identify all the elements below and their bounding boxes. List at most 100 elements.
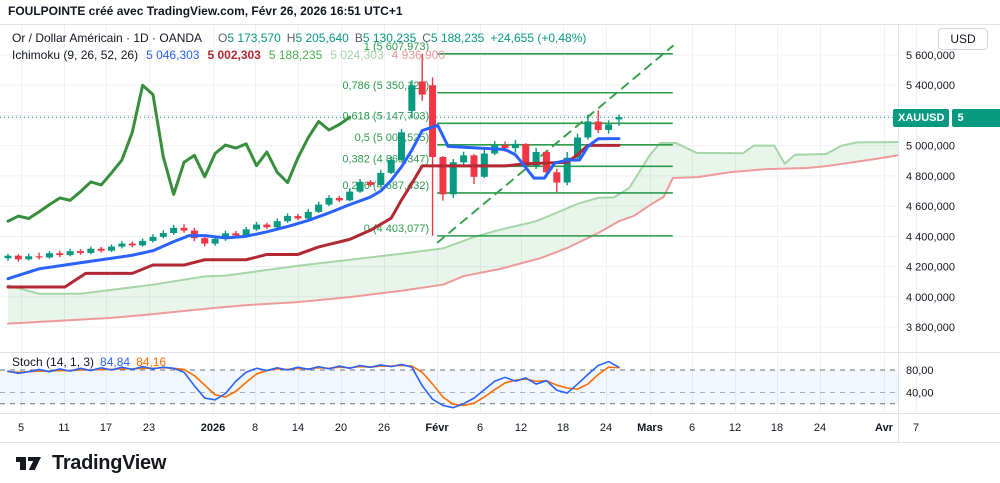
candle-body [25, 256, 33, 260]
fib-level-label: 0,5 (5 005,525) [355, 132, 430, 144]
price-axis-label: 3 800,000 [906, 322, 955, 334]
price-axis-label: 4 000,000 [906, 292, 955, 304]
candle-body [76, 251, 84, 253]
time-axis[interactable]: 5 11 17 23 2026 8 14 20 26 Févr 6 12 18 24 Mars 6 12 18 24… [0, 413, 919, 442]
price-axis-label: 4 800,000 [906, 171, 955, 183]
last-price-value: 5 188,235 [952, 109, 1000, 142]
candle-body [315, 204, 323, 212]
low-value: 5 130,235 [362, 31, 417, 45]
time-axis-label: 6 [689, 422, 695, 434]
candle-body [605, 124, 613, 130]
candle-body [397, 132, 405, 161]
close-value: 5 188,235 [430, 31, 485, 45]
candle-body [532, 152, 540, 166]
time-axis-label: 5 [18, 422, 24, 434]
candle-body [45, 253, 53, 258]
price-axis-label: 4 600,000 [906, 201, 955, 213]
time-axis-label: 26 [378, 422, 390, 434]
stoch-label: Stoch (14, 1, 3) [12, 355, 95, 369]
time-axis-label: 7 [913, 422, 919, 434]
time-axis-label: 17 [100, 422, 112, 434]
candle-body [128, 243, 136, 246]
fib-level-label: 0,786 (5 350,125) [342, 80, 429, 92]
candle-body [356, 181, 364, 192]
time-axis-label: 18 [771, 422, 783, 434]
trend-line[interactable] [436, 44, 674, 244]
high-label: H [286, 31, 296, 45]
time-axis-label: 18 [557, 422, 569, 434]
tradingview-brand[interactable]: TradingView [52, 451, 167, 474]
price-axis-label: 5 000,000 [906, 141, 955, 153]
candle-body [253, 224, 261, 230]
candle-body [273, 221, 281, 228]
price-axis-label: 5 600,000 [906, 50, 955, 62]
candle-body [97, 248, 105, 251]
candle-body [139, 240, 147, 246]
senkou-b-value: 4 936,900 [391, 48, 446, 62]
candle-body [615, 117, 623, 120]
fib-level-label: 0,382 (4 863,347) [342, 153, 429, 165]
time-axis-label: 24 [600, 422, 612, 434]
candle-body [387, 160, 395, 173]
candle-body [201, 238, 209, 244]
senkou-a-value: 5 024,303 [330, 48, 384, 62]
last-price-badge: XAUUSD 5 188,235 [893, 109, 1000, 142]
candle-body [242, 229, 250, 236]
candle-body [429, 85, 437, 157]
candle-body [284, 216, 292, 222]
candle-body [574, 137, 582, 158]
price-chart-canvas[interactable]: 1 (5 607,973) 0,786 (5 350,125) 0,618 (5 1… [0, 25, 1000, 444]
candle-body [335, 197, 343, 201]
tenkan-sen-line [6, 123, 621, 281]
attribution-text: FOULPOINTE créé avec TradingView.com, Fé… [8, 4, 403, 18]
candle-body [180, 227, 188, 231]
pane-separators [0, 25, 1000, 443]
price-axis[interactable]: 5 600,000 5 400,000 5 000,000 4 800,000 4 60… [898, 25, 1000, 413]
ichimoku-cloud [7, 140, 900, 325]
candle-body [170, 227, 178, 234]
currency-usd-button[interactable]: USD [938, 28, 988, 50]
fib-level-label: 1 (5 607,973) [364, 41, 429, 53]
close-label: C [422, 31, 431, 45]
candle-body [118, 243, 126, 247]
candle-body [211, 238, 219, 244]
candle-body [408, 85, 416, 111]
price-axis-label: 5 400,000 [906, 80, 955, 92]
symbol-legend-row[interactable]: Or / Dollar Américain · 1D · OANDA O5 173… [12, 30, 586, 47]
candle-body [149, 236, 157, 241]
candle-body [563, 157, 571, 183]
time-axis-label: 24 [814, 422, 826, 434]
fib-level-label: 0,618 (5 147,703) [342, 110, 429, 122]
candle-body [87, 248, 95, 253]
candle-body [66, 251, 74, 256]
candle-body [522, 143, 530, 166]
tradingview-logo-icon[interactable] [14, 451, 44, 475]
price-axis-label: 4 200,000 [906, 262, 955, 274]
candle-body [439, 157, 447, 195]
tenkan-value: 5 046,303 [146, 48, 200, 62]
symbol-tag: XAUUSD [893, 109, 950, 127]
candle-body [346, 191, 354, 201]
candle-body [460, 155, 468, 163]
stoch-k-value: 84,84 [100, 355, 131, 369]
change-value: +24,655 (+0,48%) [490, 31, 587, 45]
footer: TradingView [0, 443, 1000, 483]
candle-body [304, 211, 312, 219]
chikou-span-line [6, 83, 352, 223]
candle-body [108, 246, 116, 251]
stoch-axis-label: 40,00 [906, 388, 934, 400]
time-axis-label: 8 [252, 422, 258, 434]
candle-body [232, 233, 240, 236]
time-axis-label: 6 [477, 422, 483, 434]
chart-legend: Or / Dollar Américain · 1D · OANDA O5 173… [12, 30, 586, 64]
kijun-value: 5 002,303 [207, 48, 261, 62]
stoch-legend-row[interactable]: Stoch (14, 1, 3) 84,84 84,16 [12, 355, 166, 369]
candle-body [584, 121, 592, 138]
kijun-sen-line [6, 143, 621, 289]
price-axis-label: 4 400,000 [906, 231, 955, 243]
low-label: B [354, 31, 363, 45]
candle-body [325, 197, 333, 205]
ichimoku-legend-row[interactable]: Ichimoku (9, 26, 52, 26) 5 046,303 5 002,3… [12, 47, 586, 64]
time-axis-label: 11 [58, 422, 69, 434]
